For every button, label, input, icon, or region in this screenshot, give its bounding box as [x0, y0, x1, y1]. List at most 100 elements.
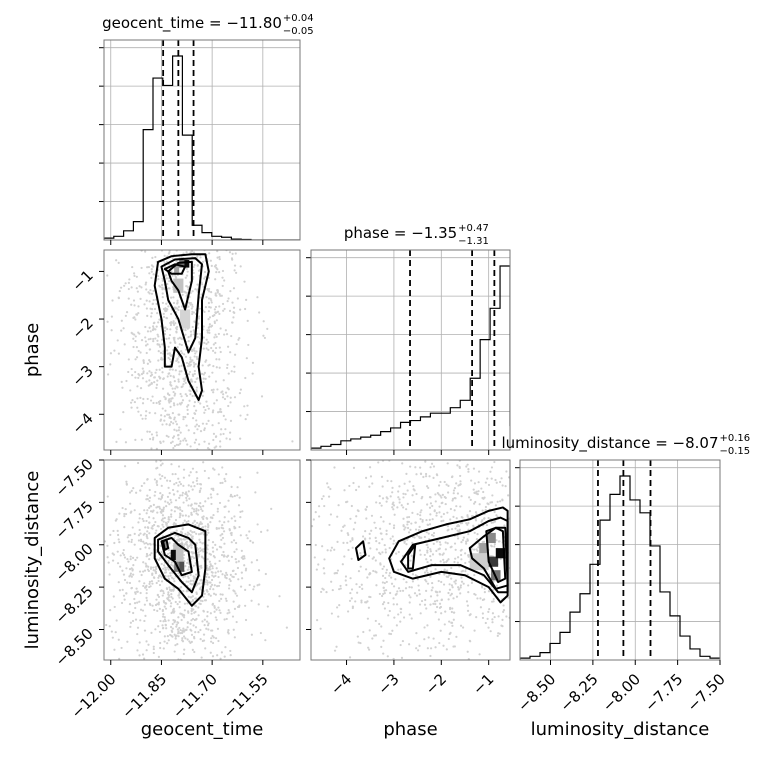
- scatter-point: [161, 494, 164, 497]
- scatter-point: [171, 622, 174, 626]
- scatter-point: [168, 401, 171, 404]
- scatter-point: [365, 505, 369, 509]
- scatter-point: [149, 383, 152, 386]
- scatter-point: [346, 610, 350, 613]
- scatter-point: [224, 428, 227, 431]
- scatter-point: [454, 548, 457, 551]
- scatter-point: [167, 413, 171, 416]
- scatter-point: [443, 569, 446, 572]
- scatter-point: [224, 597, 228, 600]
- scatter-point: [189, 533, 192, 537]
- scatter-point: [213, 308, 216, 311]
- scatter-point: [350, 504, 353, 508]
- scatter-point: [392, 542, 395, 545]
- scatter-point: [191, 348, 195, 352]
- scatter-point: [115, 518, 118, 521]
- scatter-point: [386, 655, 389, 658]
- scatter-point: [191, 488, 194, 491]
- scatter-point: [467, 584, 470, 587]
- scatter-point: [180, 364, 183, 367]
- scatter-point: [170, 595, 173, 599]
- scatter-point: [184, 378, 187, 381]
- scatter-point: [184, 355, 188, 358]
- scatter-point: [197, 555, 200, 558]
- scatter-point: [388, 632, 391, 635]
- scatter-point: [162, 508, 165, 511]
- scatter-point: [451, 497, 455, 500]
- scatter-point: [159, 351, 163, 354]
- scatter-point: [191, 467, 195, 470]
- scatter-point: [456, 556, 460, 559]
- scatter-point: [113, 349, 116, 352]
- scatter-point: [197, 509, 200, 512]
- scatter-point: [171, 473, 174, 476]
- scatter-point: [381, 497, 385, 500]
- scatter-point: [147, 643, 150, 646]
- scatter-point: [419, 517, 422, 521]
- scatter-point: [229, 493, 233, 496]
- scatter-point: [162, 377, 165, 380]
- scatter-point: [165, 307, 168, 311]
- scatter-point: [162, 315, 166, 318]
- scatter-point: [195, 350, 198, 353]
- scatter-point: [118, 657, 121, 660]
- scatter-point: [143, 569, 147, 572]
- scatter-point: [461, 521, 464, 525]
- scatter-point: [414, 574, 417, 577]
- scatter-point: [149, 585, 152, 588]
- scatter-point: [503, 524, 506, 527]
- scatter-point: [111, 552, 114, 555]
- scatter-point: [247, 343, 250, 347]
- scatter-point: [129, 502, 132, 505]
- scatter-point: [233, 607, 237, 610]
- scatter-point: [152, 576, 156, 579]
- scatter-point: [221, 269, 225, 273]
- scatter-point: [411, 580, 415, 583]
- scatter-point: [171, 412, 174, 415]
- scatter-point: [133, 543, 136, 546]
- scatter-point: [165, 423, 168, 426]
- scatter-point: [199, 522, 202, 525]
- scatter-point: [149, 437, 152, 441]
- scatter-point: [230, 257, 234, 260]
- scatter-point: [168, 393, 171, 397]
- scatter-point: [207, 526, 210, 529]
- scatter-point: [201, 556, 204, 559]
- scatter-point: [203, 592, 206, 595]
- scatter-point: [172, 336, 175, 340]
- scatter-point: [216, 411, 220, 414]
- scatter-point: [170, 576, 174, 579]
- scatter-points: [104, 460, 288, 660]
- scatter-point: [495, 514, 498, 517]
- scatter-point: [175, 260, 178, 263]
- scatter-point: [209, 594, 212, 597]
- scatter-point: [169, 341, 172, 344]
- scatter-point: [130, 367, 133, 371]
- scatter-point: [230, 334, 233, 338]
- scatter-point: [447, 637, 450, 641]
- scatter-point: [204, 377, 207, 380]
- scatter-point: [165, 627, 168, 630]
- scatter-point: [418, 644, 421, 647]
- scatter-point: [161, 279, 164, 282]
- scatter-point: [439, 629, 442, 632]
- scatter-point: [507, 494, 510, 497]
- scatter-point: [136, 649, 139, 652]
- scatter-point: [139, 396, 142, 399]
- scatter-point: [131, 374, 134, 377]
- scatter-point: [108, 625, 111, 628]
- scatter-point: [216, 654, 219, 657]
- scatter-point: [441, 501, 444, 504]
- x-axis-label-luminosity_distance: luminosity_distance: [531, 719, 710, 740]
- scatter-point: [246, 319, 249, 322]
- scatter-point: [176, 628, 179, 631]
- scatter-point: [384, 576, 387, 580]
- scatter-point: [446, 511, 449, 514]
- scatter-point: [148, 379, 151, 382]
- scatter-point: [399, 620, 402, 623]
- scatter-point: [448, 583, 451, 586]
- scatter-point: [217, 606, 220, 609]
- scatter-point: [435, 549, 438, 553]
- scatter-point: [171, 488, 175, 492]
- scatter-point: [490, 545, 493, 548]
